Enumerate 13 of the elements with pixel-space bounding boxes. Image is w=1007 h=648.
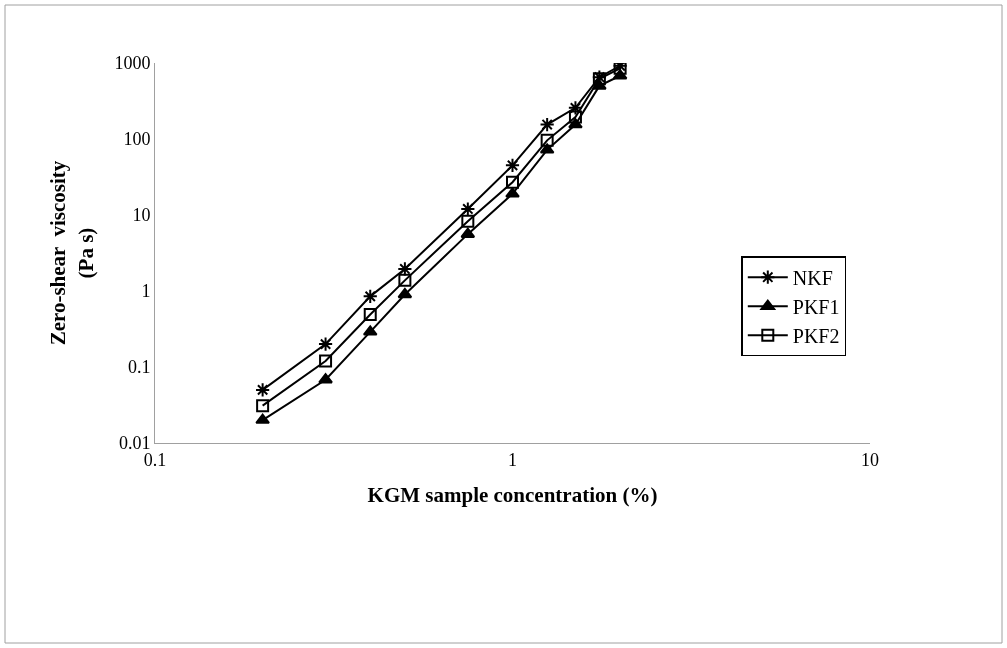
y-tick-label: 0.01: [118, 433, 151, 454]
y-tick-label: 1: [141, 281, 151, 302]
legend-label: NKF: [792, 267, 833, 289]
legend-label: PKF1: [792, 296, 840, 318]
y-tick-label: 100: [123, 129, 151, 150]
y-tick-label: 1000: [114, 53, 151, 74]
y-tick-label: 0.1: [127, 357, 151, 378]
y-tick-label: 10: [132, 205, 151, 226]
x-tick-label: 10: [861, 449, 879, 470]
y-axis-title: Zero-shear viscosity (Pa s): [46, 160, 98, 346]
legend-label: PKF2: [792, 325, 840, 347]
x-axis-title: KGM sample concentration (%): [367, 482, 658, 507]
x-tick-label: 1: [508, 449, 517, 470]
